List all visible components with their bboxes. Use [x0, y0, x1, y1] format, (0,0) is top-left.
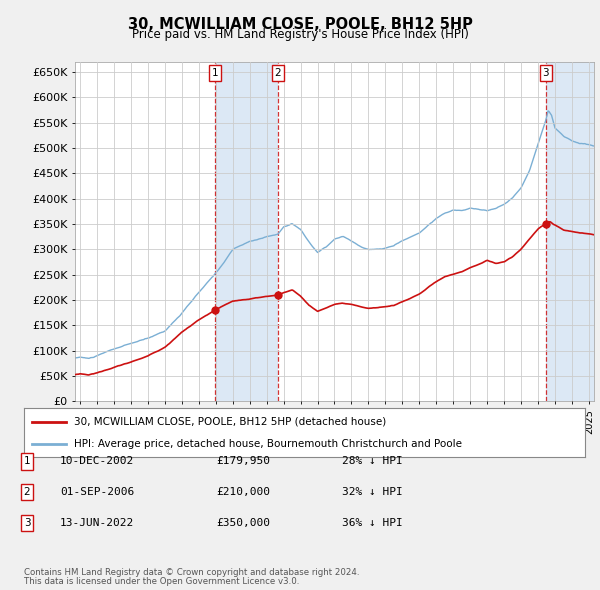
Text: 30, MCWILLIAM CLOSE, POOLE, BH12 5HP: 30, MCWILLIAM CLOSE, POOLE, BH12 5HP	[128, 17, 472, 31]
Text: 3: 3	[23, 518, 31, 527]
Text: This data is licensed under the Open Government Licence v3.0.: This data is licensed under the Open Gov…	[24, 578, 299, 586]
Text: 13-JUN-2022: 13-JUN-2022	[60, 518, 134, 527]
Text: Contains HM Land Registry data © Crown copyright and database right 2024.: Contains HM Land Registry data © Crown c…	[24, 568, 359, 577]
Text: £350,000: £350,000	[216, 518, 270, 527]
Text: Price paid vs. HM Land Registry's House Price Index (HPI): Price paid vs. HM Land Registry's House …	[131, 28, 469, 41]
Text: 10-DEC-2002: 10-DEC-2002	[60, 457, 134, 466]
Text: £179,950: £179,950	[216, 457, 270, 466]
Text: 1: 1	[23, 457, 31, 466]
Text: 3: 3	[542, 68, 549, 78]
Text: HPI: Average price, detached house, Bournemouth Christchurch and Poole: HPI: Average price, detached house, Bour…	[74, 439, 463, 449]
Text: 28% ↓ HPI: 28% ↓ HPI	[342, 457, 403, 466]
Text: 2: 2	[23, 487, 31, 497]
Text: 36% ↓ HPI: 36% ↓ HPI	[342, 518, 403, 527]
Text: 32% ↓ HPI: 32% ↓ HPI	[342, 487, 403, 497]
Text: 1: 1	[211, 68, 218, 78]
Bar	[215, 62, 278, 401]
Text: 30, MCWILLIAM CLOSE, POOLE, BH12 5HP (detached house): 30, MCWILLIAM CLOSE, POOLE, BH12 5HP (de…	[74, 417, 387, 427]
Text: £210,000: £210,000	[216, 487, 270, 497]
Text: 01-SEP-2006: 01-SEP-2006	[60, 487, 134, 497]
Bar	[545, 62, 594, 401]
Text: 2: 2	[275, 68, 281, 78]
